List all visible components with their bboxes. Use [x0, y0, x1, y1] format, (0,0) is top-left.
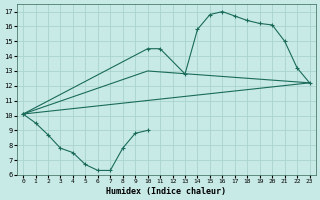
X-axis label: Humidex (Indice chaleur): Humidex (Indice chaleur) — [106, 187, 226, 196]
